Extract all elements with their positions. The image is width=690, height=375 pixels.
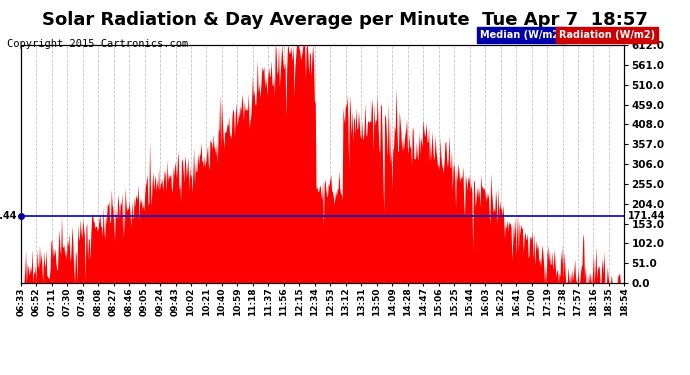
Text: Radiation (W/m2): Radiation (W/m2) bbox=[559, 30, 655, 40]
Text: Median (W/m2): Median (W/m2) bbox=[480, 30, 563, 40]
Text: 171.44: 171.44 bbox=[627, 211, 665, 221]
Text: 171.44: 171.44 bbox=[0, 211, 18, 221]
Text: Copyright 2015 Cartronics.com: Copyright 2015 Cartronics.com bbox=[7, 39, 188, 50]
Text: Solar Radiation & Day Average per Minute  Tue Apr 7  18:57: Solar Radiation & Day Average per Minute… bbox=[42, 11, 648, 29]
